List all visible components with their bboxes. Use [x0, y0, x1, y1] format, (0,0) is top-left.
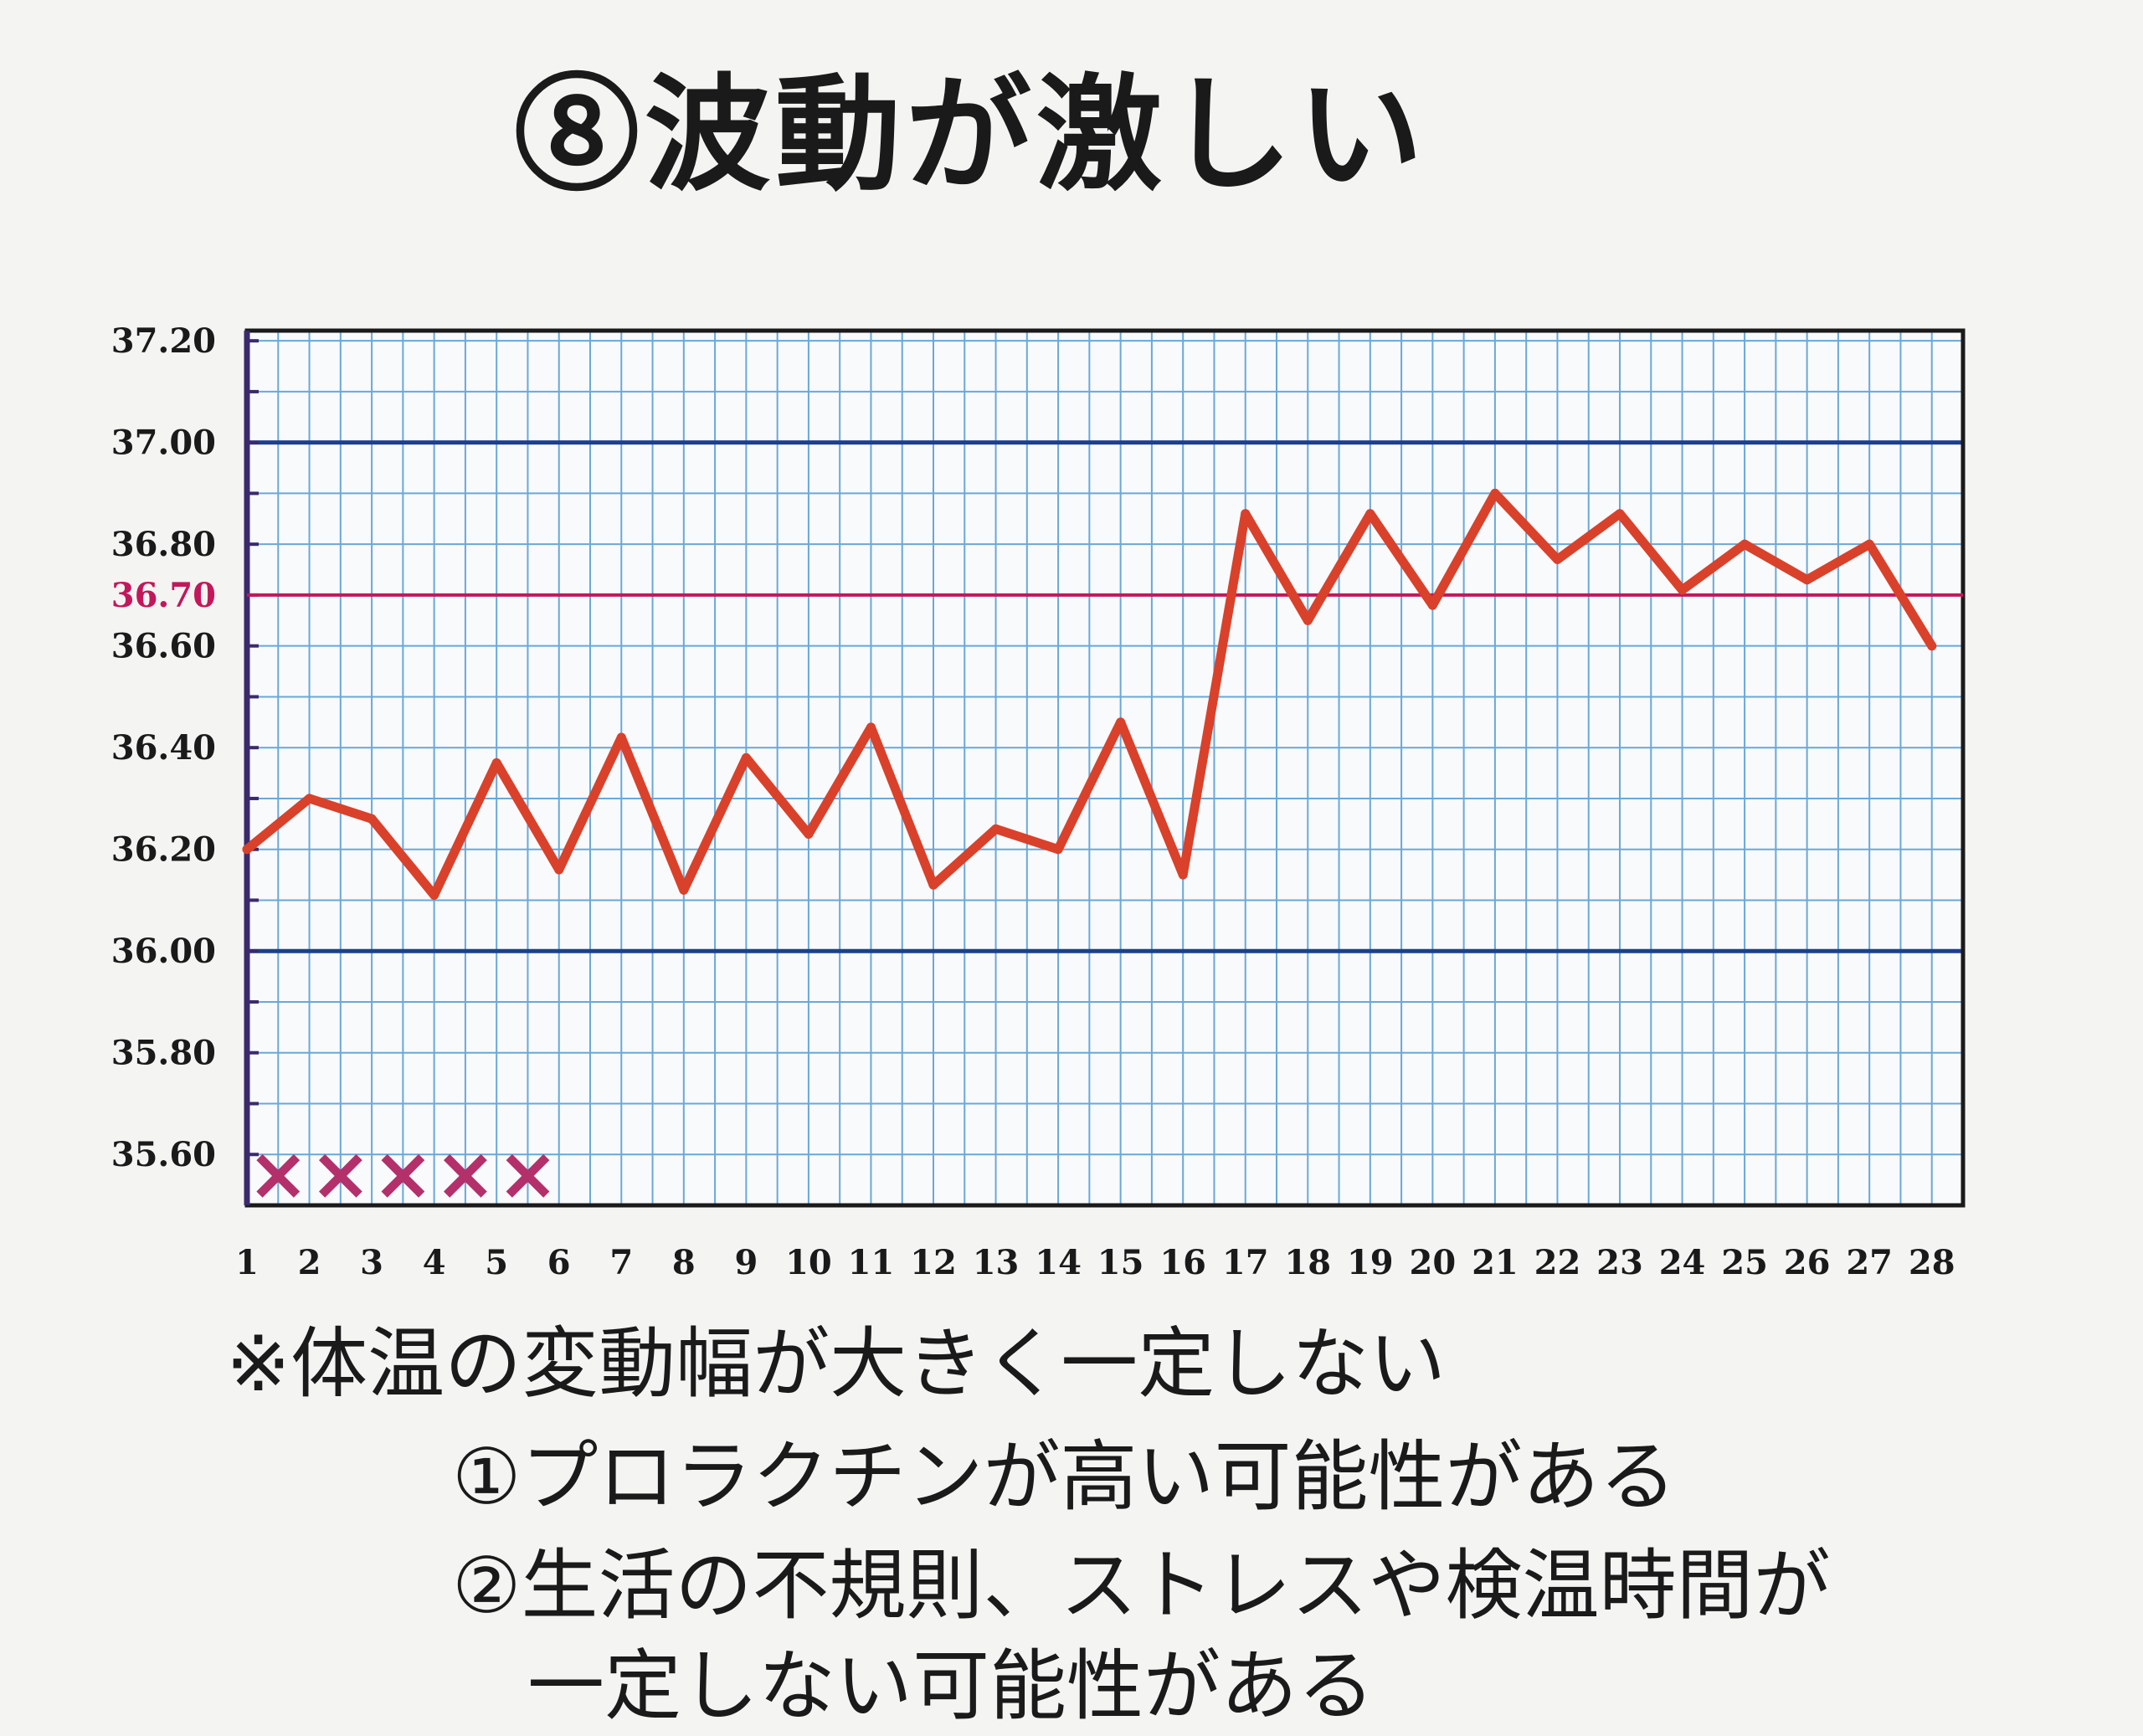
- menstruation-marker: ×: [247, 1131, 309, 1217]
- menstruation-marker: ×: [497, 1131, 559, 1217]
- x-tick-labels: 1 2 3 4 5 6 7 8 9 10 11 12 13 14 15 16 17 18 19 20 21 22 23 24 2…: [235, 1243, 1955, 1282]
- note-main: ※体温の変動幅が大きく一定しない: [226, 1319, 1447, 1409]
- x-tick-label: 11: [848, 1243, 895, 1282]
- series-point: [741, 752, 751, 763]
- series-point: [1303, 615, 1313, 625]
- basal-temperature-chart: × × × × × 37.2037.0036.8036.7036.6036.4036.2…: [111, 321, 1966, 1282]
- note-item-2-line-2: 一定しない可能性がある: [527, 1641, 1375, 1731]
- series-point: [305, 794, 315, 804]
- series-point: [1365, 509, 1375, 519]
- y-tick-labels: 37.20 37.00 36.80 36.70 36.60 36.40 36.20 36.00…: [111, 321, 216, 1174]
- x-tick-label: 15: [1097, 1243, 1144, 1282]
- plot-background: [247, 331, 1963, 1205]
- y-tick-label: 37.20: [111, 321, 216, 361]
- series-point: [1740, 539, 1750, 549]
- y-tick-label: 35.80: [111, 1034, 216, 1073]
- menstruation-marker: ×: [372, 1131, 434, 1217]
- major-grid: [247, 440, 1963, 953]
- series-point: [928, 880, 938, 890]
- x-tick-label: 19: [1347, 1243, 1394, 1282]
- series-point: [1927, 641, 1937, 651]
- series-point: [1615, 509, 1625, 519]
- x-tick-label: 26: [1784, 1243, 1831, 1282]
- y-tick-label: 36.20: [111, 830, 216, 870]
- x-tick-label: 4: [423, 1243, 446, 1282]
- menstruation-marker: ×: [434, 1131, 496, 1217]
- y-tick-label: 36.00: [111, 932, 216, 971]
- x-tick-label: 17: [1222, 1243, 1269, 1282]
- y-tick-label: 37.00: [111, 424, 216, 463]
- series-point: [491, 758, 501, 768]
- x-tick-label: 27: [1846, 1243, 1893, 1282]
- series-point: [804, 829, 814, 839]
- markers-group: × × × × ×: [247, 1131, 558, 1217]
- series-point: [1490, 488, 1500, 498]
- x-tick-label: 2: [298, 1243, 321, 1282]
- series-point: [1053, 845, 1063, 855]
- series-point: [1802, 575, 1812, 585]
- x-tick-label: 16: [1159, 1243, 1206, 1282]
- series-point: [991, 824, 1001, 834]
- x-tick-label: 7: [609, 1243, 633, 1282]
- series-point: [367, 814, 377, 824]
- x-tick-label: 21: [1472, 1243, 1519, 1282]
- series-point: [1552, 554, 1562, 564]
- series-point: [1427, 600, 1437, 610]
- x-tick-label: 25: [1721, 1243, 1768, 1282]
- y-tick-label: 36.80: [111, 525, 216, 564]
- note-item-1: ①プロラクチンが高い可能性がある: [452, 1432, 1677, 1522]
- x-tick-label: 12: [910, 1243, 957, 1282]
- note-item-2-line-1: ②生活の不規則、ストレスや検温時間が: [452, 1541, 1831, 1631]
- x-tick-label: 3: [360, 1243, 383, 1282]
- y-tick-label: 35.60: [111, 1135, 216, 1174]
- series-point: [866, 722, 876, 732]
- y-tick-label: 36.40: [111, 728, 216, 768]
- series-group: [242, 488, 1937, 900]
- x-tick-label: 13: [973, 1243, 1020, 1282]
- series-point: [242, 845, 252, 855]
- x-tick-label: 8: [672, 1243, 696, 1282]
- x-tick-label: 24: [1659, 1243, 1706, 1282]
- x-tick-label: 28: [1909, 1243, 1955, 1282]
- x-tick-label: 5: [485, 1243, 508, 1282]
- series-point: [429, 890, 439, 900]
- y-tick-label: 36.60: [111, 627, 216, 666]
- series-point: [1116, 717, 1126, 727]
- y-tick-label: 36.70: [111, 576, 216, 615]
- series-point: [1864, 539, 1874, 549]
- series-point: [1178, 870, 1188, 880]
- x-tick-label: 18: [1284, 1243, 1331, 1282]
- x-tick-label: 10: [785, 1243, 832, 1282]
- x-tick-label: 6: [547, 1243, 571, 1282]
- series-line: [242, 488, 1937, 900]
- series-point: [679, 885, 689, 895]
- x-tick-label: 1: [235, 1243, 259, 1282]
- x-tick-label: 9: [734, 1243, 758, 1282]
- series-point: [616, 732, 626, 742]
- minor-grid: [246, 331, 1964, 1205]
- series-point: [554, 865, 564, 875]
- x-tick-label: 22: [1534, 1243, 1581, 1282]
- series-point: [1241, 509, 1251, 519]
- x-tick-label: 23: [1596, 1243, 1643, 1282]
- x-tick-label: 20: [1410, 1243, 1457, 1282]
- page-title: ⑧波動が激しい: [513, 61, 1428, 208]
- x-tick-label: 14: [1035, 1243, 1082, 1282]
- menstruation-marker: ×: [310, 1131, 372, 1217]
- series-point: [1678, 585, 1688, 595]
